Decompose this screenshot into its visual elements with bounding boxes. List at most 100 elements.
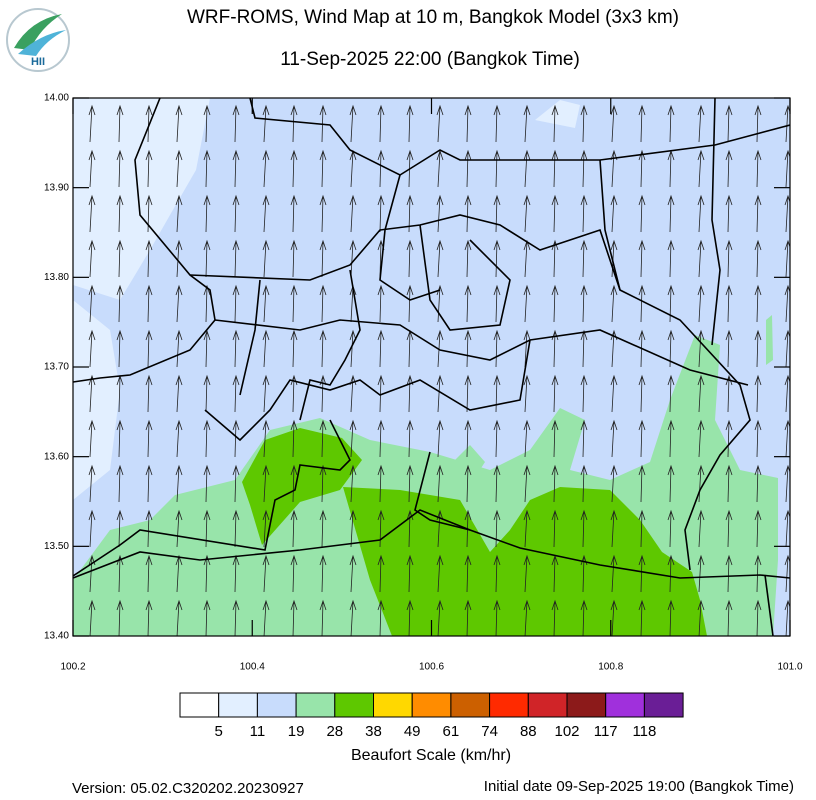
wind-arrow (638, 284, 646, 323)
wind-arrow (377, 194, 385, 233)
wind-arrow (377, 284, 385, 323)
colorbar-label: 49 (404, 723, 421, 740)
wind-arrow (667, 239, 675, 278)
wind-arrow (232, 374, 240, 413)
wind-arrow (610, 194, 618, 233)
wind-arrow (232, 104, 240, 143)
wind-arrow (667, 104, 675, 143)
wind-arrow (638, 419, 646, 458)
wind-arrow (725, 374, 733, 413)
wind-arrow (406, 419, 414, 458)
wind-arrow (262, 149, 270, 188)
wind-arrow (232, 419, 240, 458)
wind-arrow (580, 599, 588, 636)
wind-arrow (784, 374, 790, 413)
wind-arrow (725, 419, 733, 458)
colorbar-swatch (605, 692, 645, 718)
wind-arrow (88, 509, 96, 548)
wind-arrow (116, 419, 124, 458)
wind-arrow (116, 509, 124, 548)
wind-arrow (232, 329, 240, 368)
wind-arrow (377, 149, 385, 188)
wind-arrow (88, 284, 96, 323)
wind-arrow (523, 464, 531, 503)
wind-arrow (406, 374, 414, 413)
boundary (599, 159, 621, 291)
wind-arrow (754, 599, 762, 636)
wind-arrow (436, 284, 444, 323)
wind-arrow (262, 464, 270, 503)
wind-arrow (319, 239, 327, 278)
wind-arrow (145, 374, 153, 413)
boundary (204, 339, 531, 442)
wind-arrow (725, 239, 733, 278)
wind-arrow (725, 509, 733, 548)
wind-arrow (784, 509, 790, 548)
colorbar-title: Beaufort Scale (km/hr) (351, 747, 511, 764)
wind-arrow (580, 509, 588, 548)
wind-arrow (436, 374, 444, 413)
wind-arrow (784, 554, 790, 593)
wind-arrow (725, 329, 733, 368)
wind-arrow (523, 419, 531, 458)
wind-arrow (290, 554, 298, 593)
colorbar-label: 61 (443, 723, 460, 740)
wind-arrow (638, 104, 646, 143)
wind-arrow (493, 104, 501, 143)
wind-arrow (754, 464, 762, 503)
wind-arrow (116, 239, 124, 278)
wind-arrow (725, 284, 733, 323)
boundary (73, 98, 216, 383)
wind-arrow (784, 419, 790, 458)
wind-arrow (203, 464, 211, 503)
colorbar-label: 19 (288, 723, 305, 740)
colorbar-label: 28 (326, 723, 343, 740)
wind-arrow (754, 284, 762, 323)
wind-arrow (116, 149, 124, 188)
wind-arrow (88, 329, 96, 368)
wind-arrow (319, 284, 327, 323)
colorbar-swatch (373, 692, 413, 718)
wind-arrow (349, 194, 357, 233)
wind-arrow (784, 329, 790, 368)
wind-arrow (754, 149, 762, 188)
colorbar-swatch (450, 692, 491, 718)
wind-arrow (406, 554, 414, 593)
logo-leaf (14, 14, 62, 50)
wind-arrow (638, 374, 646, 413)
wind-arrow (523, 149, 531, 188)
wind-arrow (493, 464, 501, 503)
wind-arrow (610, 554, 618, 593)
wind-arrow (319, 149, 327, 188)
wind-arrow (145, 554, 153, 593)
wind-arrow (551, 239, 559, 278)
wind-arrow (436, 419, 444, 458)
wind-arrow (377, 104, 385, 143)
wind-arrow (349, 419, 357, 458)
wind-arrow (203, 599, 211, 636)
wind-arrow (436, 599, 444, 636)
logo-text: HII (31, 56, 45, 68)
wind-arrow (88, 419, 96, 458)
y-tick-label: 13.70 (44, 362, 69, 373)
wind-arrow (697, 554, 705, 593)
version: Version: 05.02.C320202.20230927 (72, 780, 304, 797)
wind-arrow (697, 509, 705, 548)
wind-arrow (145, 464, 153, 503)
wind-arrow (464, 284, 472, 323)
wind-arrow (319, 329, 327, 368)
wind-arrow (203, 554, 211, 593)
wind-arrow (175, 464, 183, 503)
colorbar-swatch (566, 692, 607, 718)
wind-arrow (349, 329, 357, 368)
wind-arrow (290, 419, 298, 458)
wind-arrow (436, 104, 444, 143)
wind-arrow (493, 374, 501, 413)
colorbar-swatch (527, 692, 568, 718)
boundary (764, 574, 774, 636)
y-tick-label: 13.80 (44, 272, 69, 283)
boundary (379, 174, 441, 301)
colorbar-label: 88 (520, 723, 537, 740)
wind-arrow (203, 374, 211, 413)
